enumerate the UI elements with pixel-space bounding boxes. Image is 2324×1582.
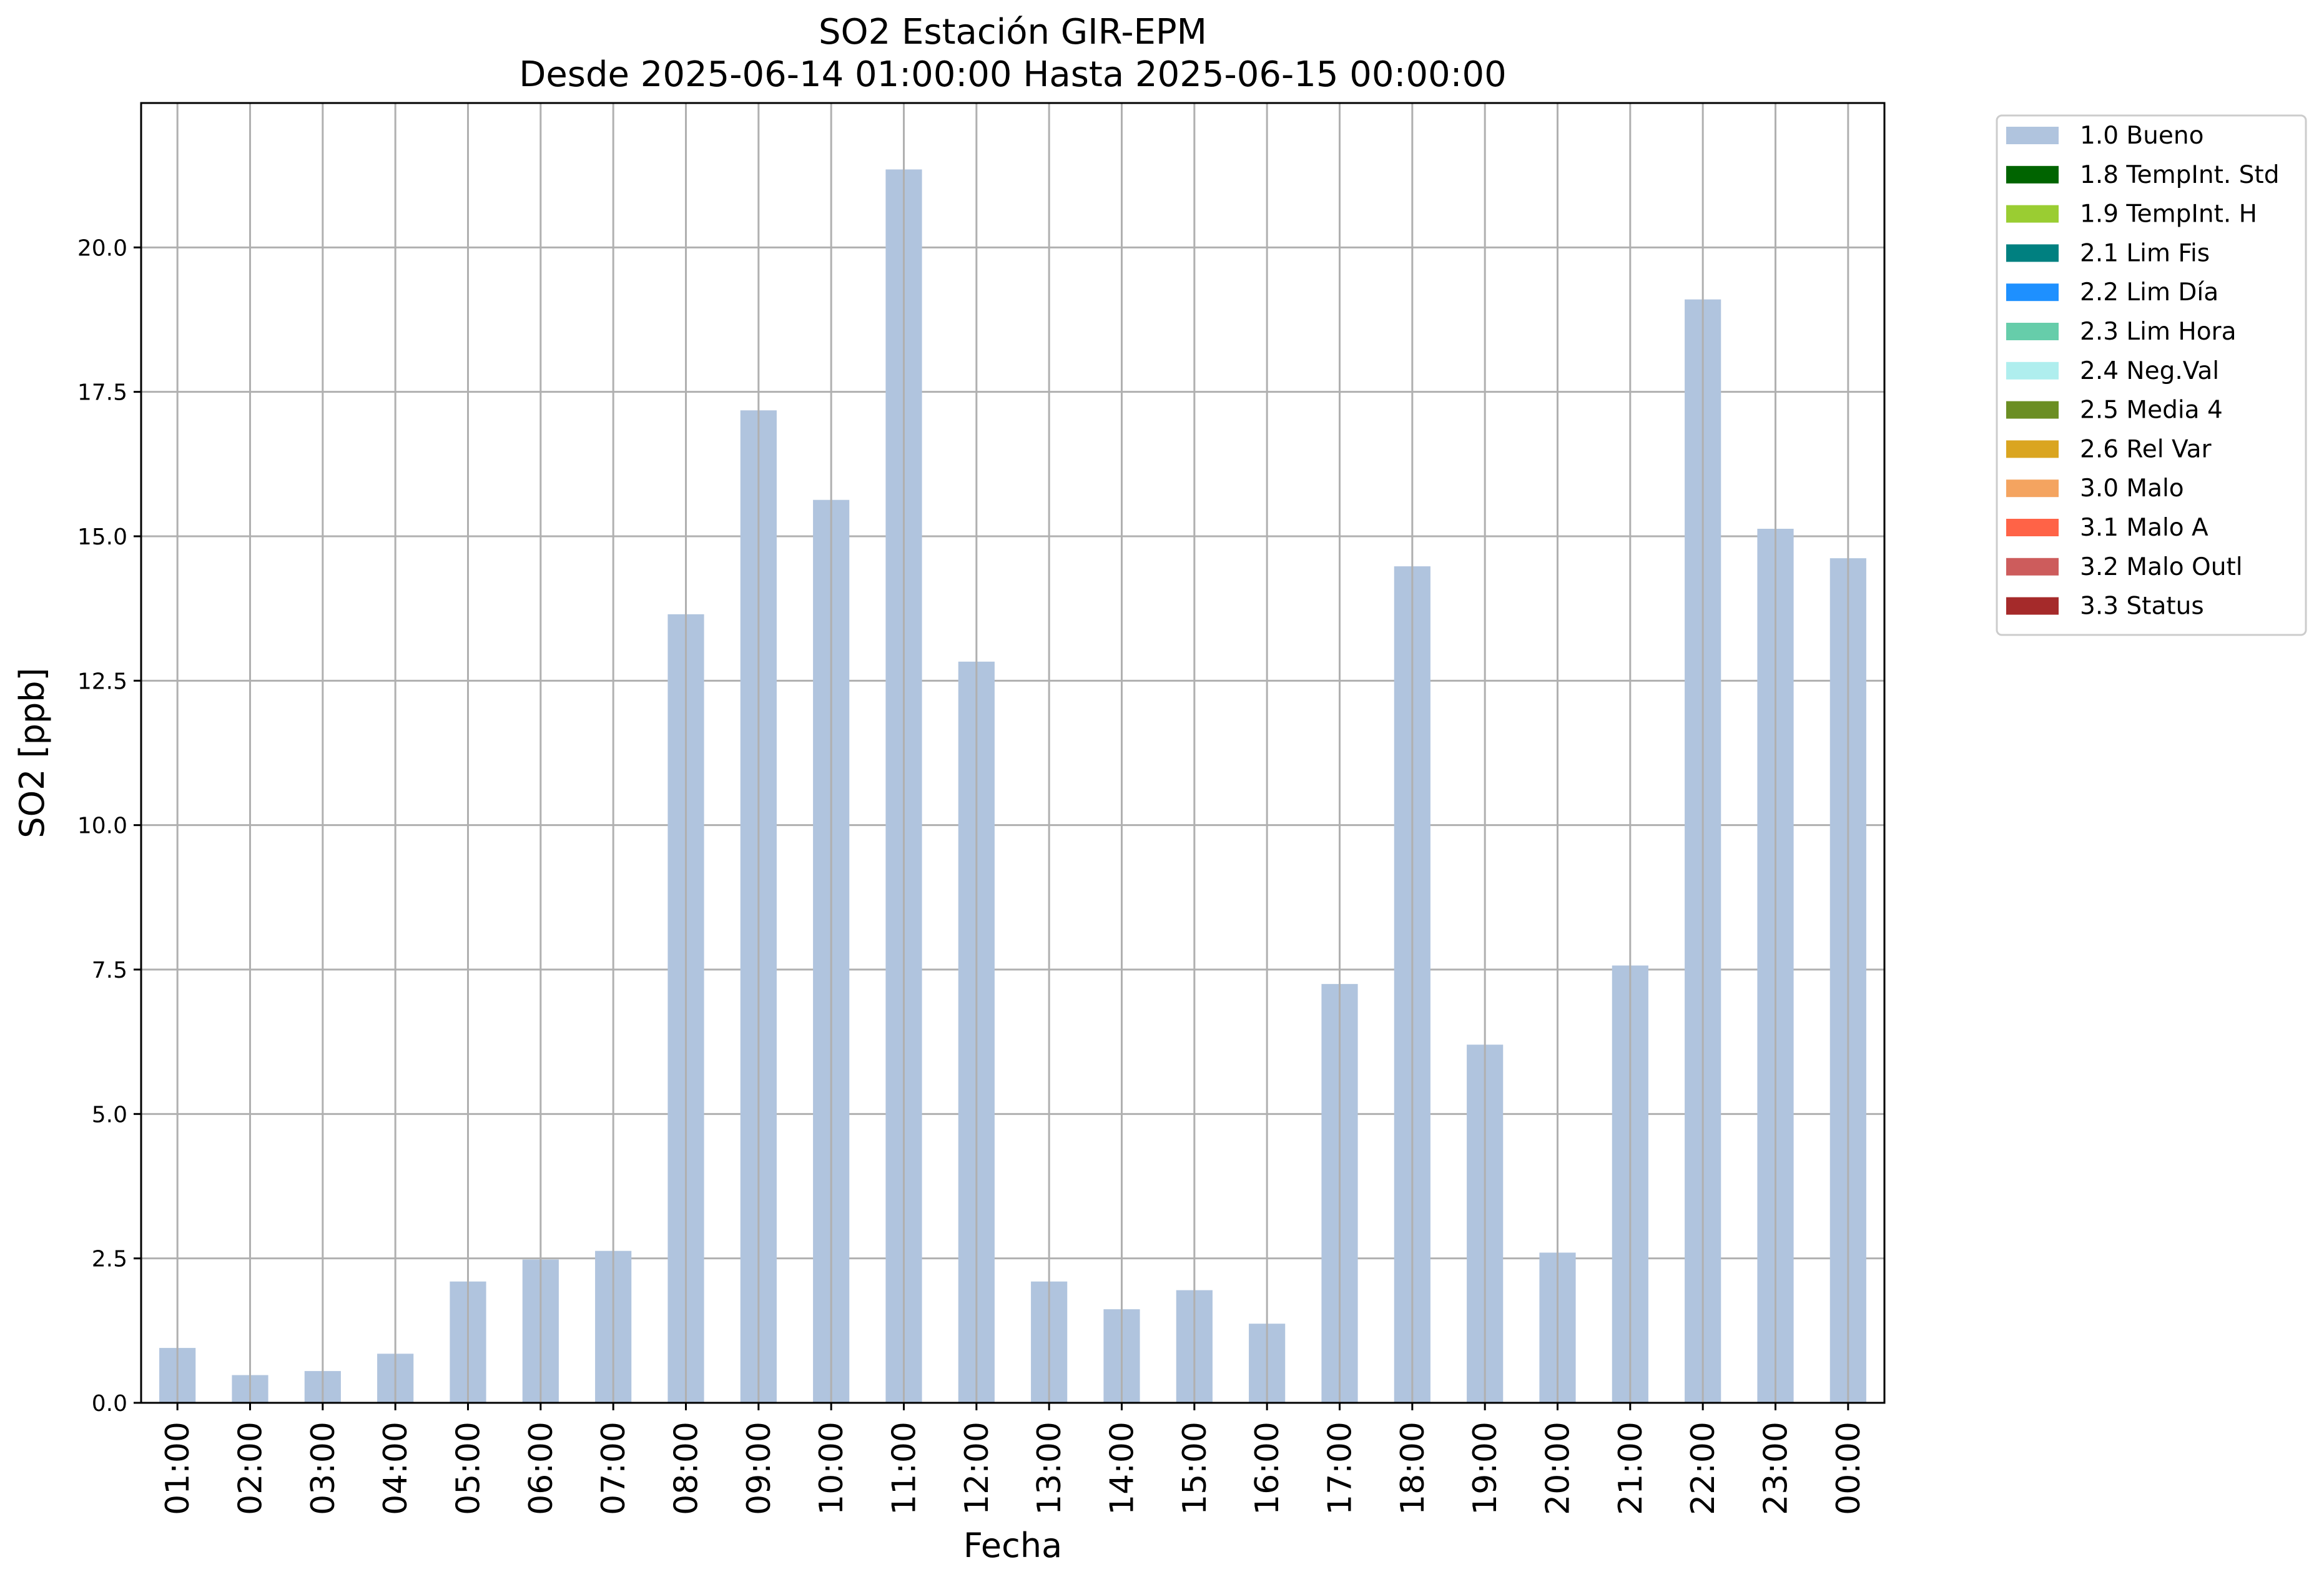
legend-label: 3.0 Malo [2080, 474, 2184, 503]
x-tick-label: 02:00 [232, 1422, 270, 1515]
y-tick-label: 20.0 [77, 235, 127, 261]
x-tick-label: 21:00 [1612, 1422, 1650, 1515]
x-tick-label: 11:00 [886, 1422, 923, 1515]
legend-label: 1.8 TempInt. Std [2080, 161, 2279, 189]
legend-label: 2.2 Lim Día [2080, 278, 2218, 307]
y-tick-label: 7.5 [92, 958, 127, 983]
y-tick-label: 15.0 [77, 524, 127, 550]
legend-items: 1.0 Bueno 1.8 TempInt. Std 1.9 TempInt. H 2… [2006, 122, 2279, 621]
legend-swatch [2006, 558, 2059, 576]
x-tick-label: 04:00 [377, 1422, 415, 1515]
legend-label: 2.5 Media 4 [2080, 396, 2223, 425]
legend-label: 3.3 Status [2080, 592, 2204, 621]
x-tick-label: 12:00 [958, 1422, 996, 1515]
legend-swatch [2006, 597, 2059, 615]
legend-label: 1.0 Bueno [2080, 122, 2203, 150]
x-tick-label: 15:00 [1176, 1422, 1214, 1515]
x-tick-label: 10:00 [813, 1422, 850, 1515]
legend-swatch [2006, 401, 2059, 419]
x-tick-label: 23:00 [1758, 1422, 1795, 1515]
x-tick-label: 06:00 [523, 1422, 560, 1515]
x-tick-label: 14:00 [1104, 1422, 1141, 1515]
legend-swatch [2006, 244, 2059, 262]
y-tick-label: 10.0 [77, 813, 127, 839]
grid-lines [141, 246, 1884, 1404]
x-tick-label: 00:00 [1830, 1422, 1868, 1515]
y-tick-label: 2.5 [92, 1247, 127, 1272]
chart-title: SO2 Estación GIR-EPM [819, 12, 1207, 52]
legend: 1.0 Bueno 1.8 TempInt. Std 1.9 TempInt. H 2… [1996, 114, 2307, 636]
legend-swatch [2006, 283, 2059, 302]
chart-subtitle: Desde 2025-06-14 01:00:00 Hasta 2025-06-… [519, 54, 1507, 95]
legend-swatch [2006, 519, 2059, 536]
x-tick-label: 08:00 [668, 1422, 706, 1515]
legend-swatch [2006, 205, 2059, 223]
legend-label: 2.3 Lim Hora [2080, 318, 2237, 346]
y-tick-label: 5.0 [92, 1102, 127, 1128]
legend-swatch [2006, 165, 2059, 184]
y-tick-label: 12.5 [77, 669, 127, 694]
legend-swatch [2006, 323, 2059, 340]
x-tick-label: 13:00 [1031, 1422, 1068, 1515]
y-axis-title: SO2 [ppb] [12, 667, 52, 838]
legend-label: 1.9 TempInt. H [2080, 200, 2257, 228]
vertical-grid-lines [176, 103, 1849, 1403]
legend-label: 2.1 Lim Fis [2080, 239, 2210, 267]
legend-swatch [2006, 127, 2059, 144]
x-tick-label: 09:00 [741, 1422, 778, 1515]
legend-label: 2.6 Rel Var [2080, 435, 2212, 463]
x-tick-label: 22:00 [1685, 1422, 1722, 1515]
y-axis-ticks: 0.0 2.5 5.0 7.5 10.0 12.5 15.0 17.5 20.0 [77, 235, 141, 1417]
y-tick-label: 17.5 [77, 380, 127, 406]
legend-box [1996, 114, 2307, 636]
legend-swatch [2006, 440, 2059, 458]
x-tick-label: 20:00 [1540, 1422, 1577, 1515]
x-tick-label: 16:00 [1249, 1422, 1286, 1515]
x-tick-label: 01:00 [159, 1422, 197, 1515]
legend-label: 3.2 Malo Outl [2080, 553, 2243, 581]
x-tick-label: 07:00 [595, 1422, 633, 1515]
legend-swatch [2006, 361, 2059, 380]
x-tick-label: 19:00 [1467, 1422, 1504, 1515]
y-tick-label: 0.0 [92, 1391, 127, 1417]
x-tick-label: 03:00 [305, 1422, 342, 1515]
x-tick-label: 18:00 [1394, 1422, 1432, 1515]
x-axis-ticks: 01:00 02:00 03:00 04:00 05:00 06:00 07:00 08:00… [159, 1403, 1868, 1515]
x-axis-title: Fecha [963, 1526, 1062, 1565]
legend-swatch [2006, 479, 2059, 498]
legend-label: 2.4 Neg.Val [2080, 357, 2219, 385]
x-tick-label: 17:00 [1322, 1422, 1359, 1515]
x-tick-label: 05:00 [450, 1422, 488, 1515]
legend-label: 3.1 Malo A [2080, 514, 2208, 542]
plot-frame [140, 102, 1886, 1404]
